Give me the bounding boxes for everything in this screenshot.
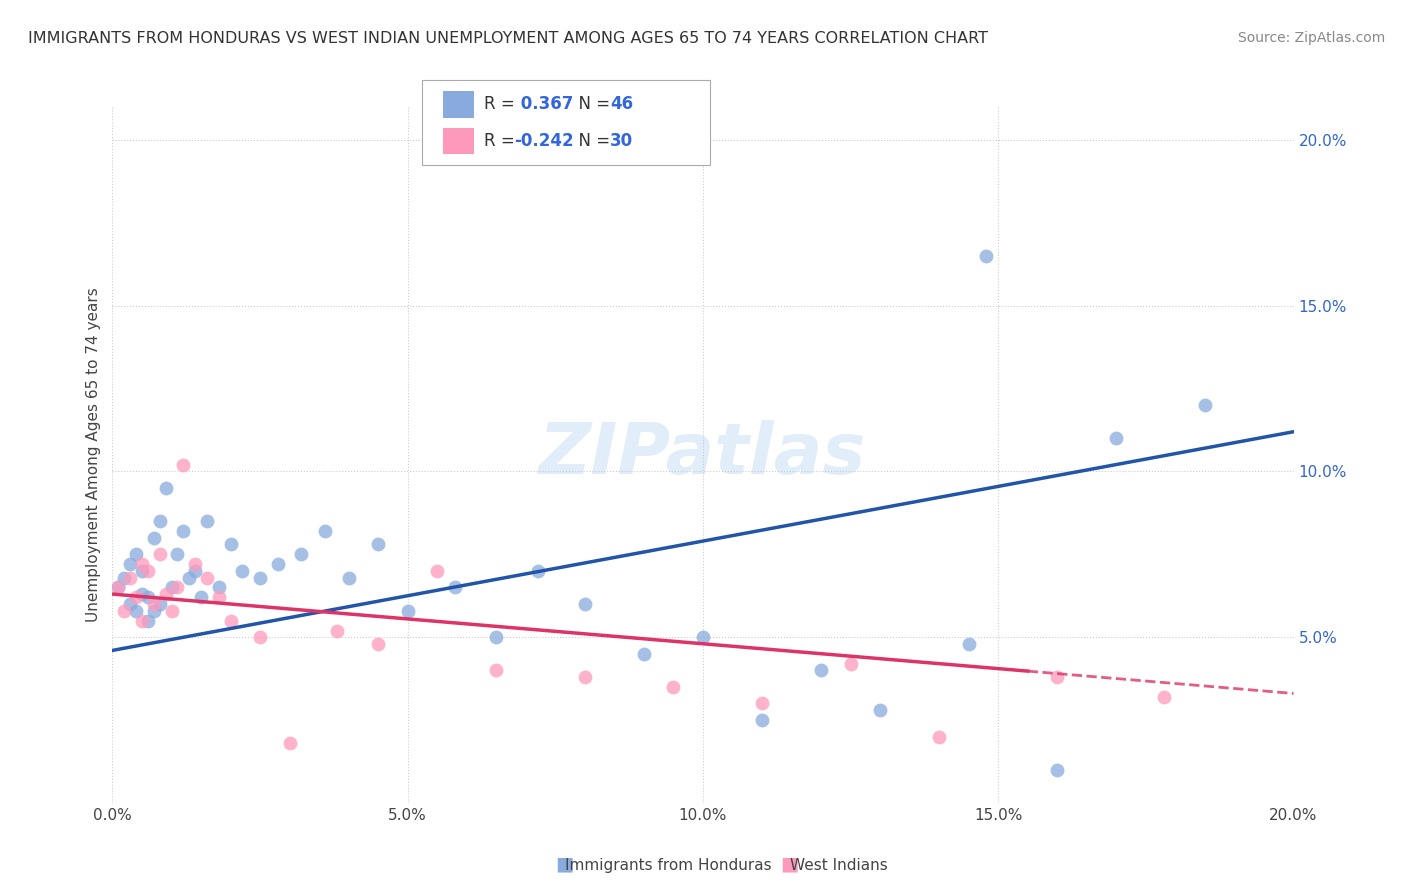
Point (928, 730, 950, 744)
Point (526, 564, 548, 578)
Text: 46: 46 (610, 95, 633, 113)
Point (219, 537, 242, 551)
Point (751, 713, 773, 727)
Point (131, 587, 153, 601)
Point (142, 604, 165, 618)
Point (184, 558, 207, 572)
Point (396, 604, 419, 618)
Point (485, 630, 508, 644)
Point (166, 547, 188, 561)
Point (426, 564, 449, 578)
Point (112, 604, 135, 618)
Point (326, 624, 349, 638)
Point (367, 537, 389, 551)
Point (136, 591, 159, 605)
Point (1153, 690, 1175, 704)
Point (107, 581, 129, 595)
Point (125, 591, 148, 605)
Text: West Indians: West Indians (790, 858, 889, 872)
Point (208, 591, 231, 605)
Point (1046, 670, 1069, 684)
Text: 30: 30 (610, 132, 633, 150)
Text: -0.242: -0.242 (515, 132, 574, 150)
Point (125, 547, 148, 561)
Point (149, 597, 172, 611)
Text: 0.367: 0.367 (515, 95, 574, 113)
Point (231, 564, 253, 578)
Point (1194, 398, 1216, 412)
Point (155, 481, 177, 495)
Point (367, 637, 389, 651)
Point (149, 514, 172, 528)
Text: N =: N = (568, 95, 616, 113)
Point (131, 614, 153, 628)
Point (184, 564, 207, 578)
Point (131, 558, 153, 572)
Point (574, 670, 596, 684)
Text: N =: N = (568, 132, 616, 150)
Text: ■: ■ (555, 855, 574, 873)
Point (195, 570, 218, 584)
Point (155, 587, 177, 601)
Point (190, 591, 212, 605)
Point (179, 570, 201, 584)
Point (112, 570, 135, 584)
Point (957, 637, 980, 651)
Point (131, 564, 153, 578)
Point (249, 630, 271, 644)
Point (219, 614, 242, 628)
Point (120, 558, 142, 572)
Point (314, 524, 336, 538)
Point (1046, 763, 1069, 777)
Point (692, 630, 714, 644)
Point (267, 558, 290, 572)
Point (810, 663, 832, 677)
Point (120, 597, 142, 611)
Point (485, 663, 508, 677)
Point (172, 458, 194, 472)
Point (249, 570, 271, 584)
Text: Immigrants from Honduras: Immigrants from Honduras (565, 858, 772, 872)
Point (125, 604, 148, 618)
Point (633, 647, 655, 661)
Point (337, 570, 360, 584)
Point (869, 703, 891, 717)
Point (195, 514, 218, 528)
Point (166, 581, 188, 595)
Point (142, 597, 165, 611)
Point (574, 597, 596, 611)
Y-axis label: Unemployment Among Ages 65 to 74 years: Unemployment Among Ages 65 to 74 years (86, 287, 101, 623)
Point (976, 249, 998, 263)
Point (160, 604, 183, 618)
Point (444, 581, 467, 595)
Text: Source: ZipAtlas.com: Source: ZipAtlas.com (1237, 31, 1385, 45)
Point (149, 547, 172, 561)
Point (1105, 431, 1128, 445)
Point (142, 531, 165, 545)
Point (662, 680, 685, 694)
Text: ZIPatlas: ZIPatlas (540, 420, 866, 490)
Point (751, 697, 773, 711)
Point (136, 614, 159, 628)
Point (839, 657, 862, 671)
Point (136, 564, 159, 578)
Text: R =: R = (484, 132, 520, 150)
Point (208, 581, 231, 595)
Point (120, 570, 142, 584)
Point (290, 547, 312, 561)
Point (278, 736, 301, 750)
Point (107, 581, 129, 595)
Point (172, 524, 194, 538)
Text: ■: ■ (780, 855, 799, 873)
Point (160, 581, 183, 595)
Text: R =: R = (484, 95, 520, 113)
Text: IMMIGRANTS FROM HONDURAS VS WEST INDIAN UNEMPLOYMENT AMONG AGES 65 TO 74 YEARS C: IMMIGRANTS FROM HONDURAS VS WEST INDIAN … (28, 31, 988, 46)
